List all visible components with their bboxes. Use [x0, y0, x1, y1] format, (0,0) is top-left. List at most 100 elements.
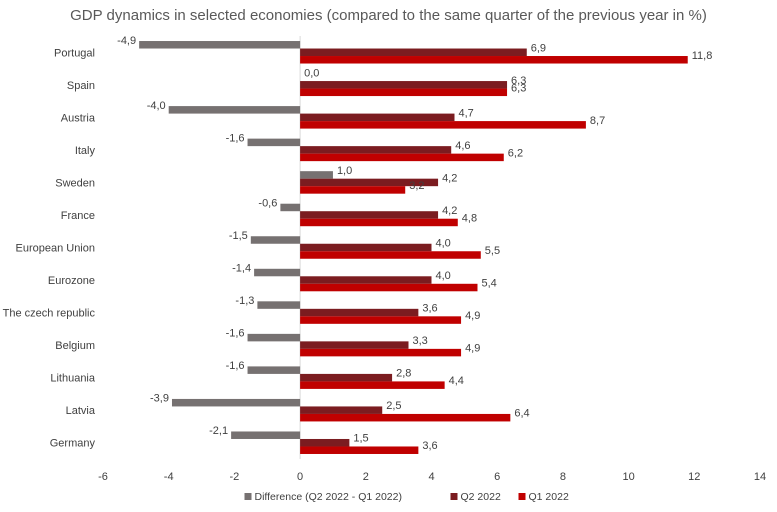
bar — [300, 186, 406, 194]
bar — [231, 431, 301, 439]
x-tick-label: 2 — [363, 471, 369, 483]
bar — [300, 243, 432, 252]
bar — [300, 171, 333, 179]
data-label: -1,5 — [229, 230, 248, 242]
data-label: 3,2 — [409, 180, 424, 192]
data-label: 4,8 — [462, 212, 477, 224]
bar — [300, 88, 508, 97]
data-label: 4,2 — [442, 172, 457, 184]
legend-label: Q1 2022 — [529, 491, 569, 503]
data-label: 3,3 — [413, 335, 428, 347]
bar — [300, 56, 688, 64]
category-label: Portugal — [54, 47, 95, 59]
data-label: 4,0 — [436, 238, 451, 250]
data-label: 3,6 — [422, 303, 437, 315]
data-label: -1,6 — [226, 360, 245, 372]
bar — [247, 138, 301, 147]
chart-title: GDP dynamics in selected economies (comp… — [70, 7, 707, 24]
bar — [250, 236, 301, 244]
data-label: -1,6 — [226, 328, 245, 340]
data-label: 6,3 — [511, 82, 526, 94]
category-label: European Union — [15, 243, 95, 255]
bar — [300, 438, 350, 447]
bar — [300, 81, 508, 89]
bar — [300, 283, 478, 292]
x-tick-label: 8 — [560, 471, 566, 483]
category-label: Sweden — [55, 177, 95, 189]
bar — [300, 308, 419, 317]
data-label: -1,3 — [235, 295, 254, 307]
x-tick-label: 4 — [428, 471, 434, 483]
data-label: 3,6 — [422, 440, 437, 452]
data-label: 4,2 — [442, 205, 457, 217]
data-label: 4,4 — [449, 375, 464, 387]
category-label: Eurozone — [48, 275, 95, 287]
bar — [300, 276, 432, 284]
data-label: 2,5 — [386, 400, 401, 412]
bar — [300, 373, 393, 382]
data-label: -4,0 — [147, 100, 166, 112]
data-label: 4,9 — [465, 343, 480, 355]
data-label: -2,1 — [209, 425, 228, 437]
bar — [300, 406, 383, 414]
x-tick-label: 12 — [688, 471, 700, 483]
legend-label: Q2 2022 — [461, 491, 501, 503]
data-label: 4,0 — [436, 270, 451, 282]
data-label: 1,0 — [337, 165, 352, 177]
category-label: Latvia — [66, 405, 96, 417]
data-label: 4,6 — [455, 140, 470, 152]
data-label: -0,6 — [258, 197, 277, 209]
data-label: 6,2 — [508, 147, 523, 159]
bar — [257, 301, 301, 309]
data-label: 6,9 — [531, 42, 546, 54]
bar — [171, 398, 301, 407]
bar — [300, 113, 455, 122]
x-tick-label: 0 — [297, 471, 303, 483]
x-tick-label: -2 — [230, 471, 240, 483]
data-label: 6,4 — [514, 408, 529, 420]
legend-swatch — [518, 493, 526, 500]
x-tick-label: -6 — [98, 471, 108, 483]
bar — [247, 366, 301, 374]
bar — [300, 381, 445, 389]
bar — [168, 106, 301, 114]
data-label: 2,8 — [396, 368, 411, 380]
data-label: 5,5 — [485, 245, 500, 257]
bar — [300, 178, 439, 187]
bar — [300, 218, 458, 227]
bar — [300, 316, 462, 324]
data-label: 0,0 — [304, 67, 319, 79]
data-label: 4,7 — [458, 107, 473, 119]
x-tick-label: 6 — [494, 471, 500, 483]
category-label: Italy — [75, 145, 96, 157]
legend-label: Difference (Q2 2022 - Q1 2022) — [255, 491, 402, 503]
data-label: 6,3 — [511, 75, 526, 87]
category-label: Austria — [61, 112, 96, 124]
bar — [300, 446, 419, 454]
category-label: Lithuania — [50, 373, 96, 385]
data-label: 5,4 — [481, 278, 496, 290]
category-label: Germany — [50, 438, 96, 450]
bar — [300, 413, 511, 422]
data-label: 11,8 — [692, 50, 713, 62]
x-tick-label: 10 — [622, 471, 634, 483]
data-label: -1,6 — [226, 132, 245, 144]
bar — [254, 268, 301, 277]
bar — [300, 348, 462, 357]
bar — [300, 153, 504, 162]
data-label: -3,9 — [150, 393, 169, 405]
legend-swatch — [450, 493, 458, 500]
data-label: 8,7 — [590, 115, 605, 127]
category-label: The czech republic — [3, 308, 96, 320]
x-tick-label: -4 — [164, 471, 174, 483]
x-tick-label: 14 — [754, 471, 766, 483]
bar — [300, 146, 452, 154]
bar — [300, 121, 586, 129]
legend-swatch — [244, 493, 252, 500]
bar — [139, 41, 301, 49]
data-label: -4,9 — [117, 35, 136, 47]
bar — [247, 333, 301, 342]
category-label: France — [61, 210, 95, 222]
